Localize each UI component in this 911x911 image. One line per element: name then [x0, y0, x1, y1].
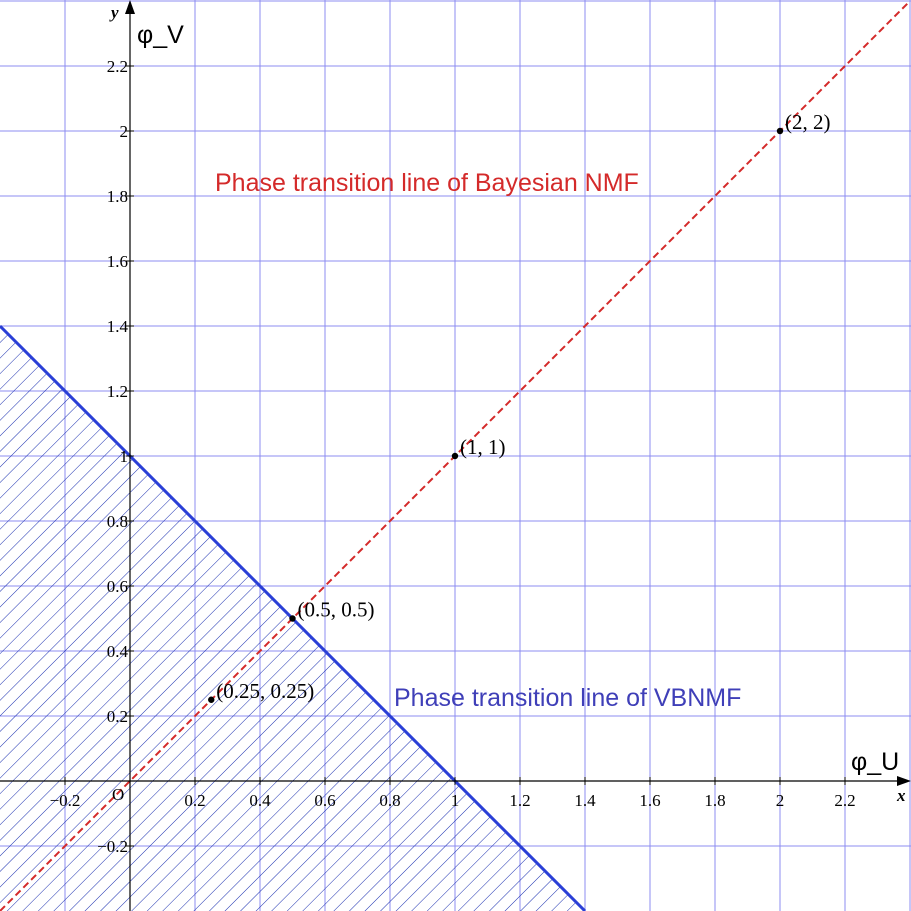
- y-axis-label: φ_V: [137, 21, 184, 49]
- x-tick-label: 1.8: [704, 791, 725, 810]
- tick-labels: −0.2 0.2 0.4 0.6 0.8 1 1.2 1.4 1.6 1.8 2 2.2 −0.2 0.2…: [50, 57, 856, 856]
- data-points: (0.25, 0.25) (0.5, 0.5) (1, 1) (2, 2): [208, 110, 831, 703]
- y-tick-label: 0.6: [107, 577, 128, 596]
- x-tick-label: 2.2: [834, 791, 855, 810]
- y-tick-label: 1.8: [107, 187, 128, 206]
- point-label: (2, 2): [785, 110, 831, 134]
- point-label: (0.25, 0.25): [216, 679, 314, 703]
- y-axis-variable: y: [109, 3, 119, 22]
- y-axis-arrow-icon: [125, 0, 135, 14]
- data-point: [776, 127, 784, 135]
- data-point: [289, 615, 296, 622]
- y-tick-label: 0.2: [107, 707, 128, 726]
- x-axis-label: φ_U: [851, 748, 899, 776]
- x-tick-label: 1.6: [639, 791, 660, 810]
- y-tick-label: −0.2: [97, 837, 128, 856]
- x-tick-label: 1.2: [509, 791, 530, 810]
- x-tick-label: 1: [451, 791, 460, 810]
- y-tick-label: 0.8: [107, 512, 128, 531]
- data-point: [208, 696, 215, 703]
- x-tick-label: 0.4: [249, 791, 271, 810]
- x-tick-label: 0.8: [379, 791, 400, 810]
- y-tick-label: 1.4: [107, 317, 129, 336]
- x-tick-label: 0.6: [314, 791, 335, 810]
- y-tick-label: 1.2: [107, 382, 128, 401]
- y-tick-label: 2: [120, 122, 129, 141]
- x-axis-arrow-icon: [897, 776, 911, 786]
- origin-label: O: [112, 785, 124, 804]
- y-tick-label: 0.4: [107, 642, 129, 661]
- annotations: x y φ_U φ_V O Phase transition line of B…: [109, 3, 906, 805]
- data-point: [451, 452, 459, 460]
- y-tick-label: 2.2: [107, 57, 128, 76]
- x-tick-label: 1.4: [574, 791, 596, 810]
- x-tick-label: −0.2: [50, 791, 81, 810]
- point-label: (1, 1): [460, 435, 506, 459]
- x-axis-variable: x: [896, 786, 906, 805]
- y-tick-label: 1.6: [107, 252, 128, 271]
- x-tick-label: 0.2: [184, 791, 205, 810]
- x-tick-label: 2: [776, 791, 785, 810]
- bayesian-nmf-annotation: Phase transition line of Bayesian NMF: [215, 169, 639, 197]
- y-tick-label: 1: [120, 447, 129, 466]
- point-label: (0.5, 0.5): [298, 598, 375, 622]
- vbnmf-annotation: Phase transition line of VBNMF: [394, 684, 741, 712]
